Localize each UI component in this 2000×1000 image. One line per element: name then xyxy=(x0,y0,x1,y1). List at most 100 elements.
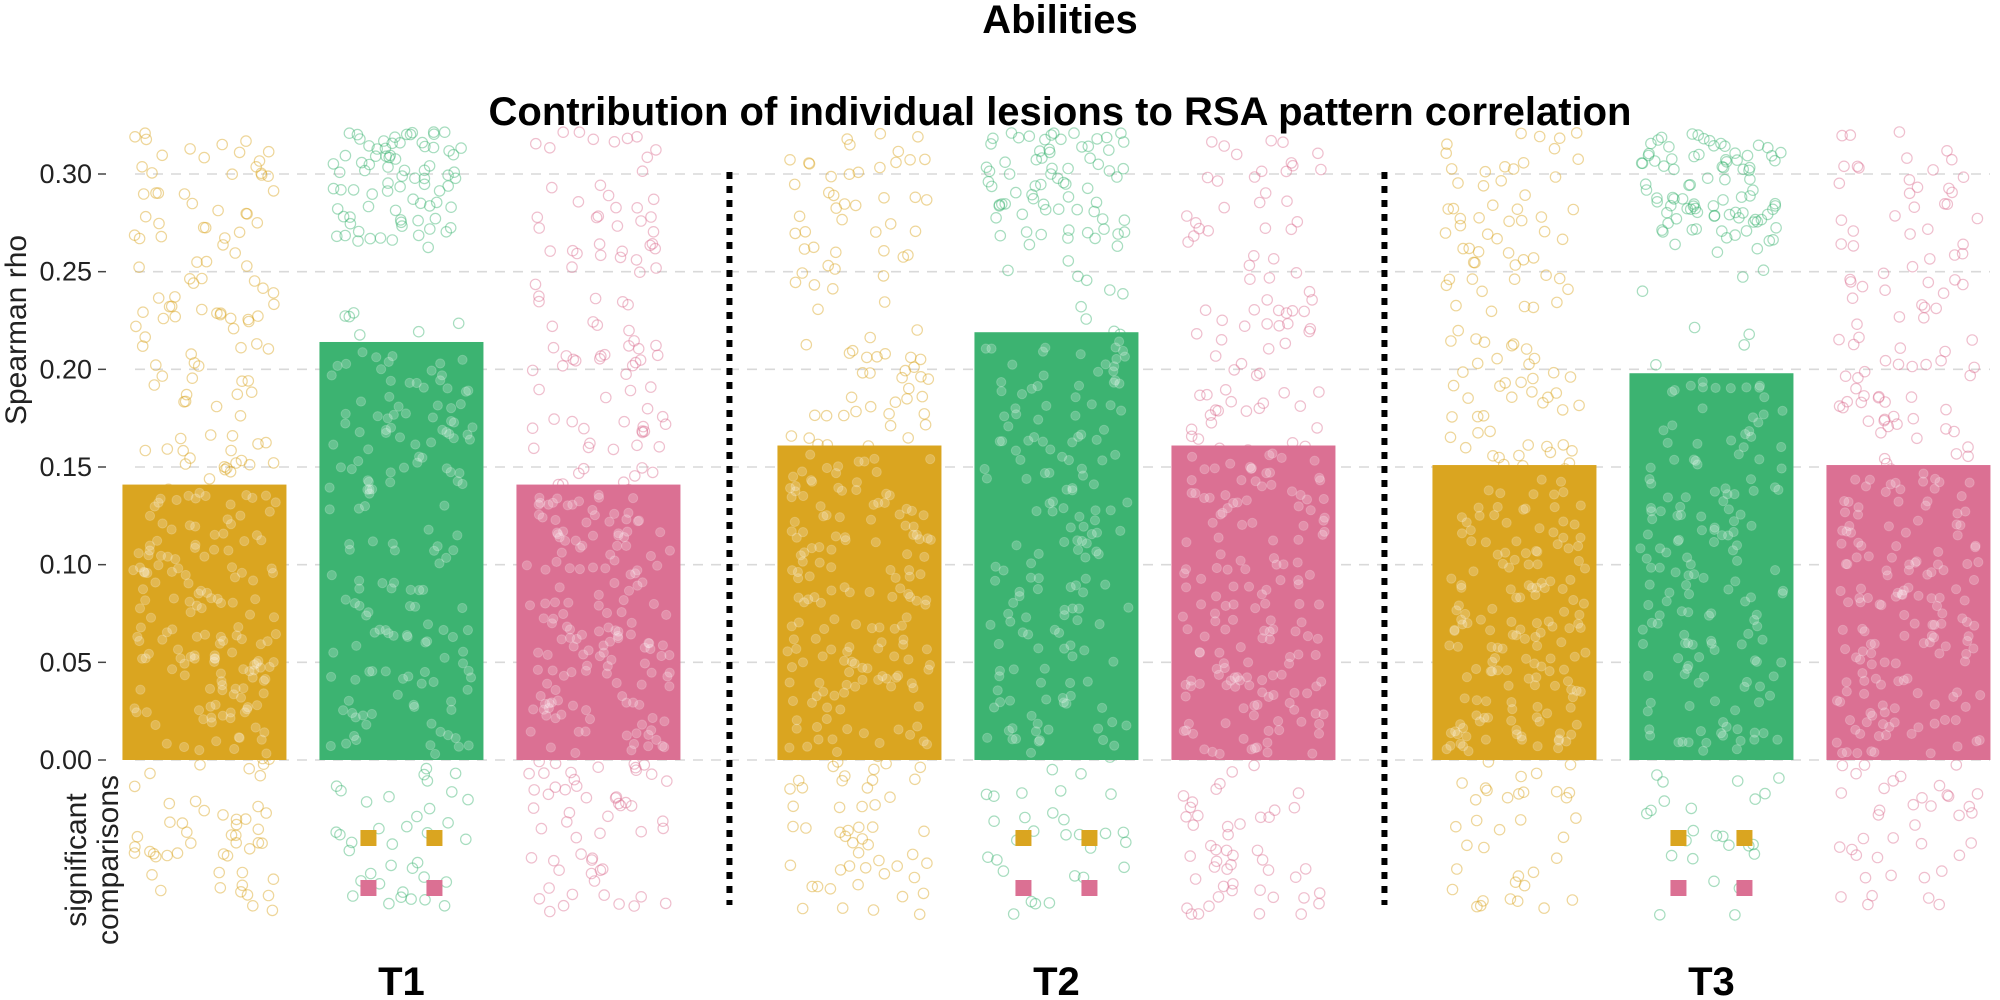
bar-point xyxy=(1866,648,1877,659)
scatter-point xyxy=(337,210,350,223)
scatter-point xyxy=(1443,273,1456,286)
bar-point xyxy=(1090,505,1101,516)
scatter-point xyxy=(1691,206,1704,219)
bar-point xyxy=(525,726,536,737)
bar-point xyxy=(1313,599,1325,610)
bar-point xyxy=(1971,736,1982,747)
scatter-point xyxy=(901,392,913,405)
scatter-point xyxy=(423,160,436,172)
scatter-point xyxy=(1048,127,1060,139)
bar-point xyxy=(806,697,818,709)
bar-point xyxy=(1741,676,1753,688)
bar-point xyxy=(1910,557,1921,568)
scatter-point xyxy=(187,277,200,289)
bar-point xyxy=(540,598,551,609)
scatter-point xyxy=(216,138,228,151)
scatter-point xyxy=(1440,147,1452,159)
scatter-point xyxy=(1045,168,1057,180)
scatter-point xyxy=(1907,798,1920,811)
bar-point xyxy=(786,621,797,632)
scatter-point xyxy=(197,221,210,234)
bar-point xyxy=(462,429,473,440)
scatter-point xyxy=(913,908,926,921)
scatter-point xyxy=(594,827,606,840)
scatter-point xyxy=(629,356,642,369)
scatter-point xyxy=(255,169,268,181)
bar xyxy=(319,341,484,760)
scatter-point xyxy=(1953,849,1966,862)
bar-point xyxy=(913,701,924,712)
bar-point xyxy=(400,408,411,419)
bar-point xyxy=(1260,598,1271,609)
bar-point xyxy=(1516,731,1527,742)
bar-point xyxy=(1569,651,1580,662)
bar-point xyxy=(986,343,997,354)
bar-point xyxy=(545,742,557,753)
scatter-point xyxy=(1263,811,1275,823)
scatter-point xyxy=(449,767,462,780)
bar-point xyxy=(1865,707,1876,719)
bar-point xyxy=(915,569,926,580)
bar-point xyxy=(1093,549,1104,560)
bar-point xyxy=(593,492,605,503)
bar-point xyxy=(1257,675,1268,686)
scatter-point xyxy=(418,768,430,781)
scatter-point xyxy=(204,429,217,441)
bar-point xyxy=(1296,716,1307,727)
bar-point xyxy=(1263,691,1274,703)
scatter-point xyxy=(584,437,596,450)
bar-point xyxy=(1259,625,1270,636)
scatter-point xyxy=(1953,809,1965,822)
bar-point xyxy=(1293,534,1304,545)
bar-point xyxy=(1732,555,1743,567)
bar-point xyxy=(901,612,912,623)
scatter-point xyxy=(1911,181,1924,194)
bar-point xyxy=(410,601,421,612)
bar-point xyxy=(1882,570,1893,581)
bar-point xyxy=(874,622,885,633)
scatter-point xyxy=(1046,763,1059,776)
scatter-point xyxy=(1104,284,1116,296)
bar-point xyxy=(791,723,802,734)
bar-point xyxy=(834,512,845,523)
scatter-point xyxy=(1662,217,1674,229)
scatter-point xyxy=(1248,759,1260,772)
bar-point xyxy=(1115,525,1126,537)
scatter-point xyxy=(827,189,840,202)
scatter-point xyxy=(856,800,868,813)
scatter-point xyxy=(1477,180,1490,192)
bar-point xyxy=(1758,728,1769,739)
bar-point xyxy=(1245,461,1256,473)
bar-point xyxy=(1695,726,1707,737)
scatter-point xyxy=(252,800,264,813)
scatter-point xyxy=(339,229,351,242)
scatter-point xyxy=(1117,826,1130,839)
bar-point xyxy=(1105,400,1116,411)
scatter-point xyxy=(807,241,820,254)
bar-point xyxy=(1845,527,1857,538)
scatter-point xyxy=(161,849,173,862)
scatter-point xyxy=(1037,198,1050,211)
bar-point xyxy=(255,662,266,673)
scatter-point xyxy=(1472,426,1484,439)
bar-point xyxy=(600,563,611,574)
scatter-point xyxy=(343,310,356,323)
scatter-point xyxy=(1199,304,1212,316)
bar-point xyxy=(1010,403,1021,414)
bar-point xyxy=(1007,359,1018,370)
bar-point xyxy=(1043,724,1054,735)
bar-point xyxy=(1644,579,1655,590)
bar-point xyxy=(344,539,355,550)
scatter-point xyxy=(1862,415,1875,427)
bar-point xyxy=(831,468,842,479)
scatter-point xyxy=(214,308,227,321)
scatter-point xyxy=(1941,145,1953,157)
bar-point xyxy=(1973,557,1984,568)
bar-point xyxy=(564,563,575,574)
bar-point xyxy=(603,622,614,633)
bar-point xyxy=(541,710,552,721)
bar-point xyxy=(618,595,629,606)
scatter-point xyxy=(1535,211,1548,223)
bar-point xyxy=(1238,703,1249,714)
scatter-point xyxy=(1708,140,1720,152)
